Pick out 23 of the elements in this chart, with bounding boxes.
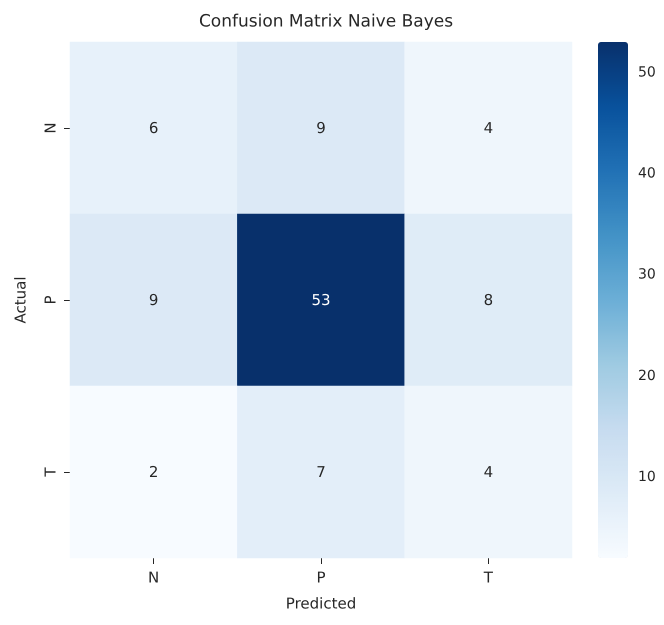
- chart-title: Confusion Matrix Naive Bayes: [198, 12, 454, 32]
- y-tick-label: T: [42, 466, 60, 478]
- color-bar-label: 30: [638, 266, 656, 283]
- data-label: 9: [316, 119, 326, 137]
- x-tick-label: N: [148, 568, 160, 586]
- y-tick-label: N: [42, 122, 60, 134]
- color-bar-label: 50: [638, 64, 656, 80]
- color-bar-label: 40: [638, 166, 656, 182]
- data-label: 4: [484, 119, 494, 137]
- data-label: 6: [148, 119, 158, 137]
- data-label: 9: [148, 291, 158, 309]
- color-bar-label: 20: [638, 368, 656, 384]
- y-axis-title: Actual: [12, 276, 30, 324]
- data-label: 4: [484, 463, 494, 481]
- data-label: 2: [148, 463, 158, 481]
- y-tick-label: P: [42, 295, 60, 305]
- data-label: 53: [311, 291, 331, 309]
- x-tick-label: T: [482, 568, 494, 586]
- x-axis-title: Predicted: [286, 594, 356, 612]
- x-tick-label: P: [316, 568, 326, 586]
- color-bar-label: 10: [638, 469, 656, 486]
- data-label: 7: [316, 463, 326, 481]
- data-label: 8: [484, 291, 494, 309]
